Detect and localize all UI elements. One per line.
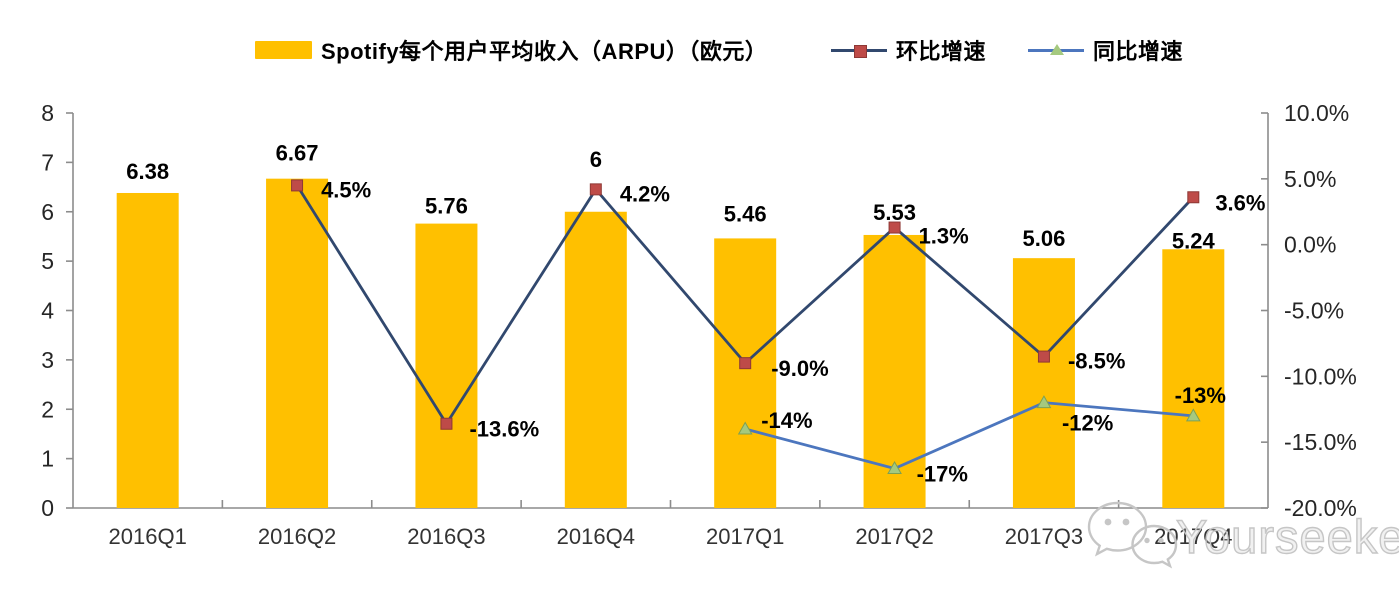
bar-label-2016Q2: 6.67 — [276, 141, 319, 166]
legend-item-yoy: 同比增速 — [1028, 38, 1183, 64]
qoq-label-2017Q2: 1.3% — [919, 224, 969, 249]
legend-label-arpu: Spotify每个用户平均收入（ARPU）（欧元） — [321, 39, 768, 64]
x-axis-label: 2016Q3 — [407, 524, 485, 549]
yoy-marker-2017Q2 — [887, 460, 902, 474]
left-axis-tick-label: 0 — [41, 495, 54, 521]
qoq-marker-2017Q1 — [739, 357, 752, 370]
yoy-label-2017Q1: -14% — [761, 408, 812, 433]
bar-2016Q1 — [116, 192, 179, 509]
yoy-triangle-marker-icon — [1050, 44, 1064, 55]
yoy-line — [744, 401, 1194, 470]
bar-label-2016Q4: 6 — [590, 147, 602, 172]
yoy-label-2017Q4: -13% — [1175, 383, 1226, 408]
bar-series-swatch — [255, 41, 312, 59]
bar-label-2016Q3: 5.76 — [425, 194, 468, 219]
x-axis-label: 2017Q1 — [706, 524, 784, 549]
qoq-square-marker-icon — [854, 45, 867, 58]
qoq-label-2016Q4: 4.2% — [620, 181, 670, 206]
yoy-marker-2017Q3 — [1036, 395, 1052, 409]
left-axis-tick-label: 1 — [41, 446, 54, 472]
x-axis-label: 2016Q4 — [557, 524, 635, 549]
x-axis-label: 2016Q2 — [258, 524, 336, 549]
yoy-label-2017Q3: -12% — [1062, 411, 1113, 436]
legend-label-qoq: 环比增速 — [896, 39, 987, 64]
qoq-marker-2016Q4 — [589, 183, 602, 196]
qoq-marker-2016Q2 — [291, 179, 304, 192]
x-axis-label: 2016Q1 — [109, 524, 187, 549]
left-axis-tick-label: 4 — [41, 298, 54, 324]
qoq-label-2016Q3: -13.6% — [469, 417, 539, 442]
left-axis-tick-label: 8 — [41, 100, 54, 126]
legend-item-arpu: Spotify每个用户平均收入（ARPU）（欧元） — [255, 38, 767, 64]
bar-2016Q3 — [415, 223, 478, 508]
yoy-label-2017Q2: -17% — [917, 462, 968, 487]
yoy-line-swatch — [1028, 43, 1084, 57]
left-axis-tick-label: 5 — [41, 248, 54, 274]
bar-2017Q1 — [714, 238, 777, 508]
right-axis-tick-label: 5.0% — [1284, 166, 1336, 192]
right-axis-tick-label: -15.0% — [1284, 429, 1357, 455]
x-axis-label: 2017Q2 — [855, 524, 933, 549]
right-axis-tick-label: 10.0% — [1284, 100, 1349, 126]
bar-label-2017Q1: 5.46 — [724, 201, 767, 226]
right-axis-tick-label: -5.0% — [1284, 298, 1344, 324]
legend-label-yoy: 同比增速 — [1093, 39, 1184, 64]
left-axis-tick-label: 2 — [41, 396, 54, 422]
qoq-label-2017Q4: 3.6% — [1215, 190, 1265, 215]
bar-2017Q3 — [1012, 258, 1075, 508]
qoq-label-2016Q2: 4.5% — [321, 177, 371, 202]
left-axis-tick-label: 6 — [41, 199, 54, 225]
bar-label-2017Q3: 5.06 — [1023, 226, 1066, 251]
bar-2016Q2 — [266, 178, 329, 508]
qoq-marker-2016Q3 — [440, 417, 453, 430]
qoq-marker-2017Q2 — [888, 221, 901, 234]
legend-item-qoq: 环比增速 — [831, 38, 986, 64]
bar-2017Q4 — [1162, 249, 1225, 508]
right-axis-tick-label: -20.0% — [1284, 495, 1357, 521]
qoq-line-swatch — [831, 43, 887, 58]
x-axis-label: 2017Q4 — [1154, 524, 1232, 549]
right-axis-tick-label: 0.0% — [1284, 232, 1336, 258]
yoy-marker-2017Q4 — [1185, 408, 1201, 422]
bar-label-2017Q2: 5.53 — [873, 200, 916, 225]
bar-label-2017Q4: 5.24 — [1172, 228, 1216, 253]
x-axis-label: 2017Q3 — [1005, 524, 1083, 549]
left-axis-tick-label: 7 — [41, 149, 54, 175]
right-axis-tick-label: -10.0% — [1284, 363, 1357, 389]
qoq-marker-2017Q4 — [1187, 191, 1200, 204]
qoq-label-2017Q1: -9.0% — [771, 356, 828, 381]
bar-label-2016Q1: 6.38 — [126, 159, 169, 184]
qoq-marker-2017Q3 — [1037, 350, 1050, 363]
left-axis-tick-label: 3 — [41, 347, 54, 373]
qoq-label-2017Q3: -8.5% — [1068, 349, 1125, 374]
yoy-marker-2017Q1 — [737, 421, 753, 435]
bar-2016Q4 — [564, 211, 627, 508]
